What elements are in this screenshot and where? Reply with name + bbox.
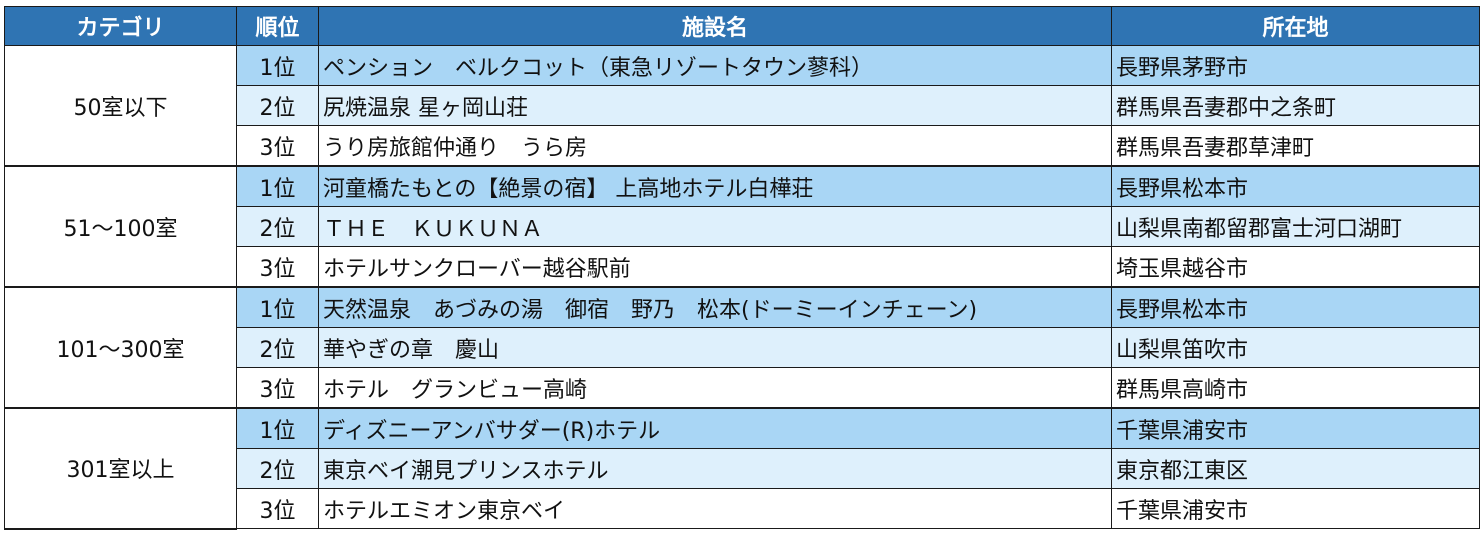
table-row: 301室以上 1位 ディズニーアンバサダー(R)ホテル 千葉県浦安市 xyxy=(4,407,1480,530)
header-row: カテゴリ 順位 施設名 所在地 xyxy=(4,6,1480,46)
table-row: 3位 ホテルエミオン東京ベイ 千葉県浦安市 xyxy=(5,488,1480,529)
table-row: 50室以下 1位 ペンション ベルクコット（東急リゾートタウン蓼科） 長野県茅野… xyxy=(4,45,1480,167)
facility-cell: 東京ベイ潮見プリンスホテル xyxy=(318,448,1112,489)
header-facility: 施設名 xyxy=(318,6,1112,46)
category-cell: 301室以上 xyxy=(4,407,237,530)
rank-cell: 1位 xyxy=(236,45,319,86)
facility-cell: ディズニーアンバサダー(R)ホテル xyxy=(318,407,1112,449)
table-row: 3位 ホテル グランビュー高崎 群馬県高崎市 xyxy=(5,367,1480,409)
facility-cell: 天然温泉 あづみの湯 御宿 野乃 松本(ドーミーインチェーン) xyxy=(318,286,1112,328)
table-row: 3位 うり房旅館仲通り うら房 群馬県吾妻郡草津町 xyxy=(5,125,1480,167)
location-cell: 山梨県笛吹市 xyxy=(1111,327,1480,368)
category-cell: 51～100室 xyxy=(4,165,237,288)
rank-cell: 1位 xyxy=(236,165,319,207)
header-rank: 順位 xyxy=(236,6,319,46)
facility-cell: ペンション ベルクコット（東急リゾートタウン蓼科） xyxy=(318,45,1112,86)
header-location: 所在地 xyxy=(1111,6,1480,46)
location-cell: 群馬県吾妻郡草津町 xyxy=(1111,125,1480,167)
facility-cell: ＴＨＥ ＫＵＫＵＮＡ xyxy=(318,206,1112,247)
rank-cell: 2位 xyxy=(236,327,319,368)
category-cell: 50室以下 xyxy=(4,45,237,167)
rank-cell: 2位 xyxy=(236,85,319,126)
rank-cell: 3位 xyxy=(236,246,319,288)
rank-cell: 2位 xyxy=(236,206,319,247)
location-cell: 山梨県南都留郡富士河口湖町 xyxy=(1111,206,1480,247)
facility-cell: 尻焼温泉 星ヶ岡山荘 xyxy=(318,85,1112,126)
facility-cell: ホテルサンクローバー越谷駅前 xyxy=(318,246,1112,288)
location-cell: 長野県松本市 xyxy=(1111,165,1480,207)
rank-cell: 3位 xyxy=(236,367,319,409)
table-row: 2位 尻焼温泉 星ヶ岡山荘 群馬県吾妻郡中之条町 xyxy=(5,85,1480,126)
location-cell: 東京都江東区 xyxy=(1111,448,1480,489)
location-cell: 群馬県吾妻郡中之条町 xyxy=(1111,85,1480,126)
table-row: 51～100室 1位 河童橋たもとの【絶景の宿】 上高地ホテル白樺荘 長野県松本… xyxy=(4,165,1480,288)
facility-cell: ホテルエミオン東京ベイ xyxy=(318,488,1112,529)
table-row: 3位 ホテルサンクローバー越谷駅前 埼玉県越谷市 xyxy=(5,246,1480,288)
rank-cell: 3位 xyxy=(236,488,319,529)
rank-cell: 3位 xyxy=(236,125,319,167)
location-cell: 群馬県高崎市 xyxy=(1111,367,1480,409)
rank-cell: 1位 xyxy=(236,286,319,328)
category-cell: 101～300室 xyxy=(4,286,237,409)
location-cell: 千葉県浦安市 xyxy=(1111,488,1480,529)
facility-cell: 河童橋たもとの【絶景の宿】 上高地ホテル白樺荘 xyxy=(318,165,1112,207)
facility-cell: うり房旅館仲通り うら房 xyxy=(318,125,1112,167)
table-row: 2位 東京ベイ潮見プリンスホテル 東京都江東区 xyxy=(5,448,1480,489)
rank-cell: 2位 xyxy=(236,448,319,489)
header-category: カテゴリ xyxy=(4,6,237,46)
ranking-table: カテゴリ 順位 施設名 所在地 50室以下 1位 ペンション ベルクコット（東急… xyxy=(4,6,1480,530)
rank-cell: 1位 xyxy=(236,407,319,449)
table-row: 101～300室 1位 天然温泉 あづみの湯 御宿 野乃 松本(ドーミーインチェ… xyxy=(4,286,1480,409)
facility-cell: 華やぎの章 慶山 xyxy=(318,327,1112,368)
table-row: 2位 ＴＨＥ ＫＵＫＵＮＡ 山梨県南都留郡富士河口湖町 xyxy=(5,206,1480,247)
location-cell: 埼玉県越谷市 xyxy=(1111,246,1480,288)
table-row: 2位 華やぎの章 慶山 山梨県笛吹市 xyxy=(5,327,1480,368)
location-cell: 長野県茅野市 xyxy=(1111,45,1480,86)
location-cell: 長野県松本市 xyxy=(1111,286,1480,328)
location-cell: 千葉県浦安市 xyxy=(1111,407,1480,449)
facility-cell: ホテル グランビュー高崎 xyxy=(318,367,1112,409)
